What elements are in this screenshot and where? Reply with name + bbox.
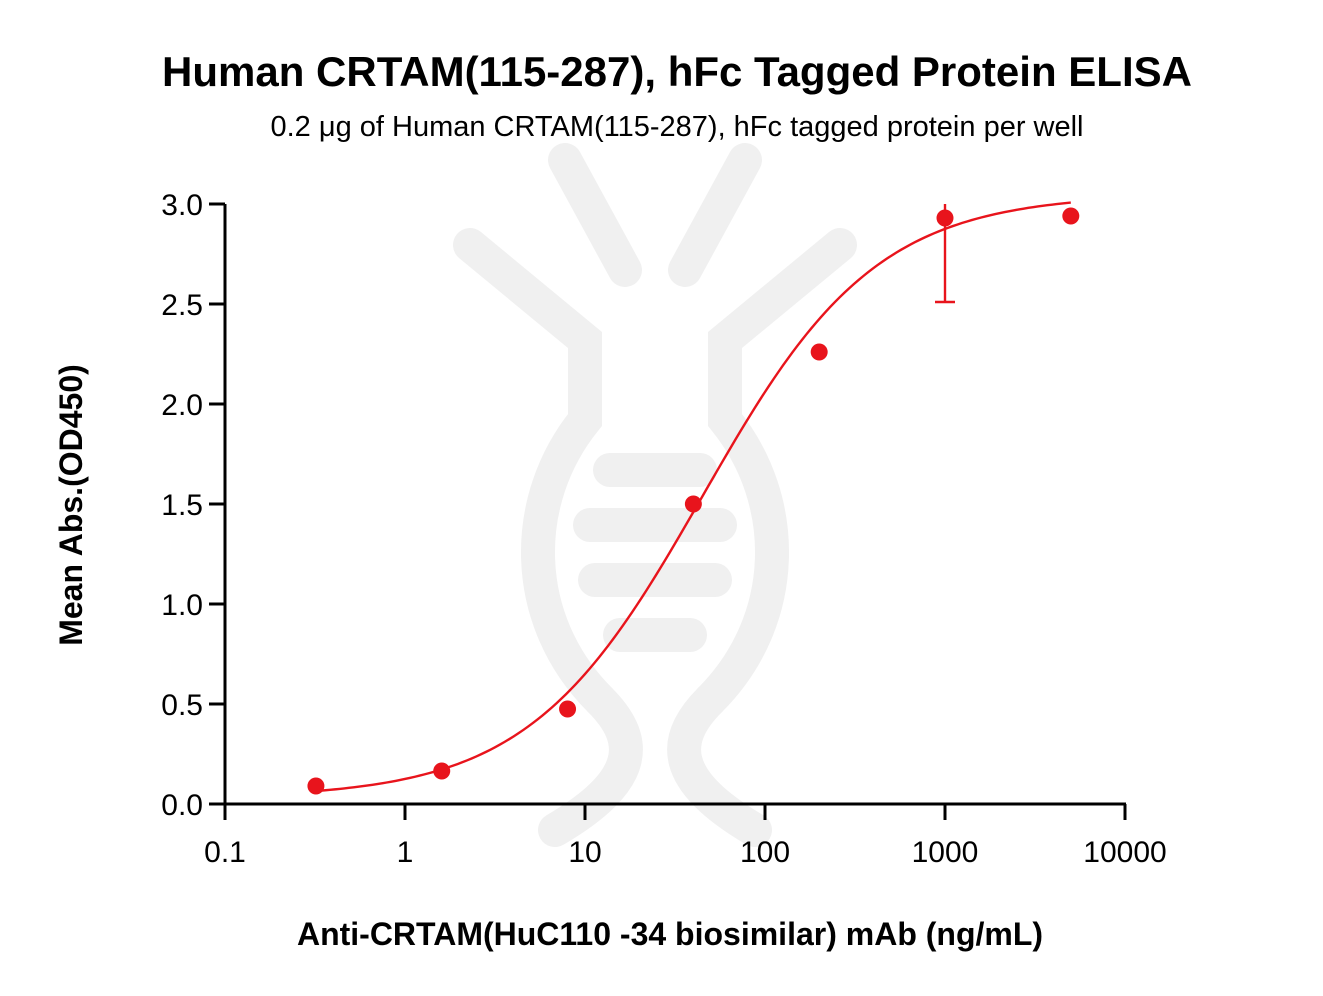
x-tick-label: 1000 xyxy=(912,836,979,869)
data-point xyxy=(307,777,325,795)
y-tick-label: 2.5 xyxy=(161,289,203,322)
axes: 0.1 1 10 100 1000 10000 0.0 0.5 1.0 1.5 2.0 2.5 3.0 xyxy=(161,189,1166,869)
y-tick-label: 2.0 xyxy=(161,389,203,422)
watermark-dna-graphic xyxy=(453,143,857,847)
x-tick-label: 10000 xyxy=(1083,836,1166,869)
data-points-layer xyxy=(307,204,1080,795)
x-tick-label: 0.1 xyxy=(204,836,246,869)
y-tick-label: 1.5 xyxy=(161,489,203,522)
y-tick-label: 1.0 xyxy=(161,589,203,622)
chart-subtitle: 0.2 μg of Human CRTAM(115-287), hFc tagg… xyxy=(271,111,1084,143)
data-point xyxy=(1062,207,1080,225)
data-point xyxy=(559,700,577,718)
x-tick-label: 1 xyxy=(397,836,414,869)
y-axis-label: Mean Abs.(OD450) xyxy=(53,364,89,646)
data-point xyxy=(936,209,954,227)
data-point xyxy=(433,762,451,780)
data-point xyxy=(810,343,828,361)
y-tick-label: 0.5 xyxy=(161,689,203,722)
x-tick-label: 100 xyxy=(740,836,790,869)
x-tick-label: 10 xyxy=(568,836,601,869)
data-point xyxy=(684,495,702,513)
chart-title: Human CRTAM(115-287), hFc Tagged Protein… xyxy=(162,48,1192,95)
y-tick-label: 0.0 xyxy=(161,789,203,822)
y-tick-label: 3.0 xyxy=(161,189,203,222)
x-axis-label: Anti-CRTAM(HuC110 -34 biosimilar) mAb (n… xyxy=(297,916,1043,952)
